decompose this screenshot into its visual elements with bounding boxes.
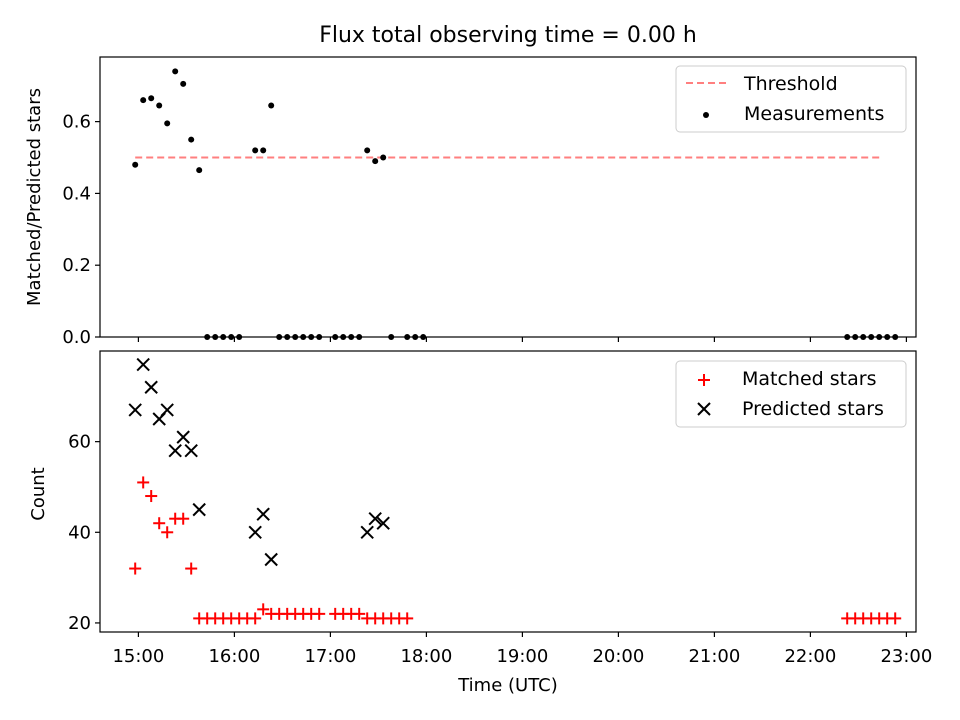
legend-predicted-label: Predicted stars (742, 398, 884, 420)
measurement-point (140, 97, 147, 104)
predicted-star-point (256, 507, 270, 521)
matched-star-point (129, 562, 142, 575)
measurement-point (364, 147, 371, 154)
predicted-star-point (160, 403, 174, 417)
predicted-star-point (144, 380, 158, 394)
x-tick-label: 23:00 (880, 646, 932, 667)
measurement-point (260, 147, 267, 154)
y-tick-label: 20 (68, 613, 91, 634)
matched-star-point (889, 612, 902, 625)
legend-measurements-swatch (703, 112, 709, 118)
x-tick-label: 21:00 (688, 646, 740, 667)
matched-star-point (353, 607, 366, 620)
measurement-point (380, 154, 387, 161)
legend-threshold-label: Threshold (743, 73, 838, 95)
flux-ratio-panel: 0.0 0.2 0.4 0.6 Matched/Predicted stars Thr… (24, 56, 917, 348)
legend-measurements-label: Measurements (744, 103, 884, 125)
chart-title: Flux total observing time = 0.00 h (319, 23, 697, 48)
predicted-star-point (368, 511, 382, 526)
legend-predicted-swatch (697, 402, 711, 416)
y-tick-label: 40 (68, 522, 91, 543)
predicted-star-point (192, 502, 206, 517)
flux-ratio-axes-frame (99, 56, 917, 338)
star-count-y-axis-label: Count (28, 467, 49, 520)
predicted-star-point (360, 525, 374, 539)
predicted-star-point (176, 430, 190, 444)
predicted-star-point (376, 516, 390, 530)
matched-star-point (137, 476, 150, 489)
flux-ratio-legend: Threshold Measurements (675, 65, 907, 133)
measurement-point (268, 102, 275, 109)
measurement-point (252, 147, 259, 154)
predicted-star-point (248, 525, 262, 539)
measurement-point (196, 167, 203, 174)
x-axis-label: Time (UTC) (457, 675, 558, 696)
y-tick-label: 0.6 (62, 112, 91, 133)
star-count-legend-box (675, 360, 907, 428)
x-tick-label: 16:00 (208, 646, 260, 667)
matched-star-point (401, 612, 414, 625)
measurement-point (156, 102, 163, 109)
y-tick-label: 60 (68, 432, 91, 453)
x-tick-label: 18:00 (400, 646, 452, 667)
predicted-star-point (128, 403, 142, 417)
flux-ratio-legend-box (675, 65, 907, 133)
measurement-point (132, 161, 139, 168)
matched-star-point (153, 517, 166, 530)
matched-star-point (185, 562, 198, 575)
star-count-y-ticks: 20 40 60 (68, 432, 100, 634)
x-tick-label: 22:00 (784, 646, 836, 667)
flux-ratio-y-axis-label: Matched/Predicted stars (24, 88, 45, 306)
star-count-axes-frame (99, 350, 917, 633)
matched-star-point (177, 512, 190, 525)
legend-matched-label: Matched stars (742, 368, 876, 390)
matched-star-point (249, 612, 262, 625)
predicted-star-point (184, 444, 198, 458)
measurement-point (164, 120, 171, 127)
matched-star-point (313, 607, 326, 620)
x-tick-label: 17:00 (304, 646, 356, 667)
measurement-point (148, 95, 155, 102)
y-tick-label: 0.4 (62, 183, 91, 204)
y-tick-label: 0.2 (62, 255, 91, 276)
y-tick-label: 0.0 (62, 327, 91, 348)
star-count-marks (128, 357, 902, 625)
measurement-point (172, 68, 179, 75)
star-count-panel: 20 40 60 15:00 16:00 17:00 18:00 19:00 20:00 21:… (28, 350, 932, 696)
x-tick-label: 15:00 (112, 646, 164, 667)
flux-ratio-x-ticks (137, 337, 908, 342)
measurement-point (372, 158, 379, 165)
measurement-point (180, 80, 187, 87)
matched-star-point (161, 526, 174, 539)
flux-ratio-y-ticks: 0.0 0.2 0.4 0.6 (62, 112, 100, 348)
x-tick-label: 20:00 (592, 646, 644, 667)
matched-star-point (145, 490, 158, 503)
predicted-star-point (168, 444, 182, 458)
predicted-star-point (264, 552, 278, 567)
x-tick-label: 19:00 (496, 646, 548, 667)
legend-matched-swatch (698, 374, 710, 386)
predicted-star-point (136, 357, 150, 372)
star-count-x-ticks: 15:00 16:00 17:00 18:00 19:00 20:00 21:00 22:00… (112, 632, 932, 667)
measurement-point (188, 136, 195, 143)
star-count-legend: Matched stars Predicted stars (675, 360, 907, 428)
matched-star-point (257, 603, 270, 616)
